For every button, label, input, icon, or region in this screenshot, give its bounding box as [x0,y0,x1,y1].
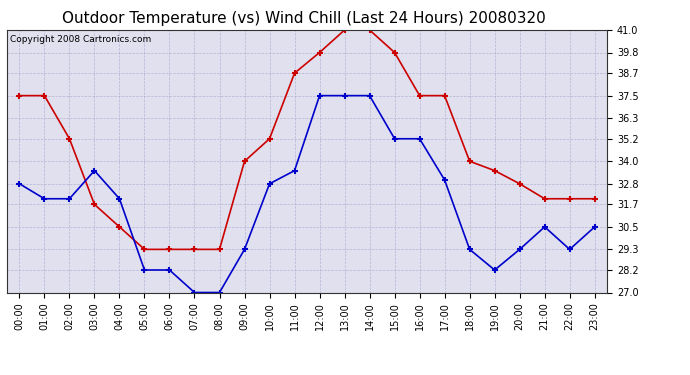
Text: Outdoor Temperature (vs) Wind Chill (Last 24 Hours) 20080320: Outdoor Temperature (vs) Wind Chill (Las… [61,11,546,26]
Text: Copyright 2008 Cartronics.com: Copyright 2008 Cartronics.com [10,35,151,44]
